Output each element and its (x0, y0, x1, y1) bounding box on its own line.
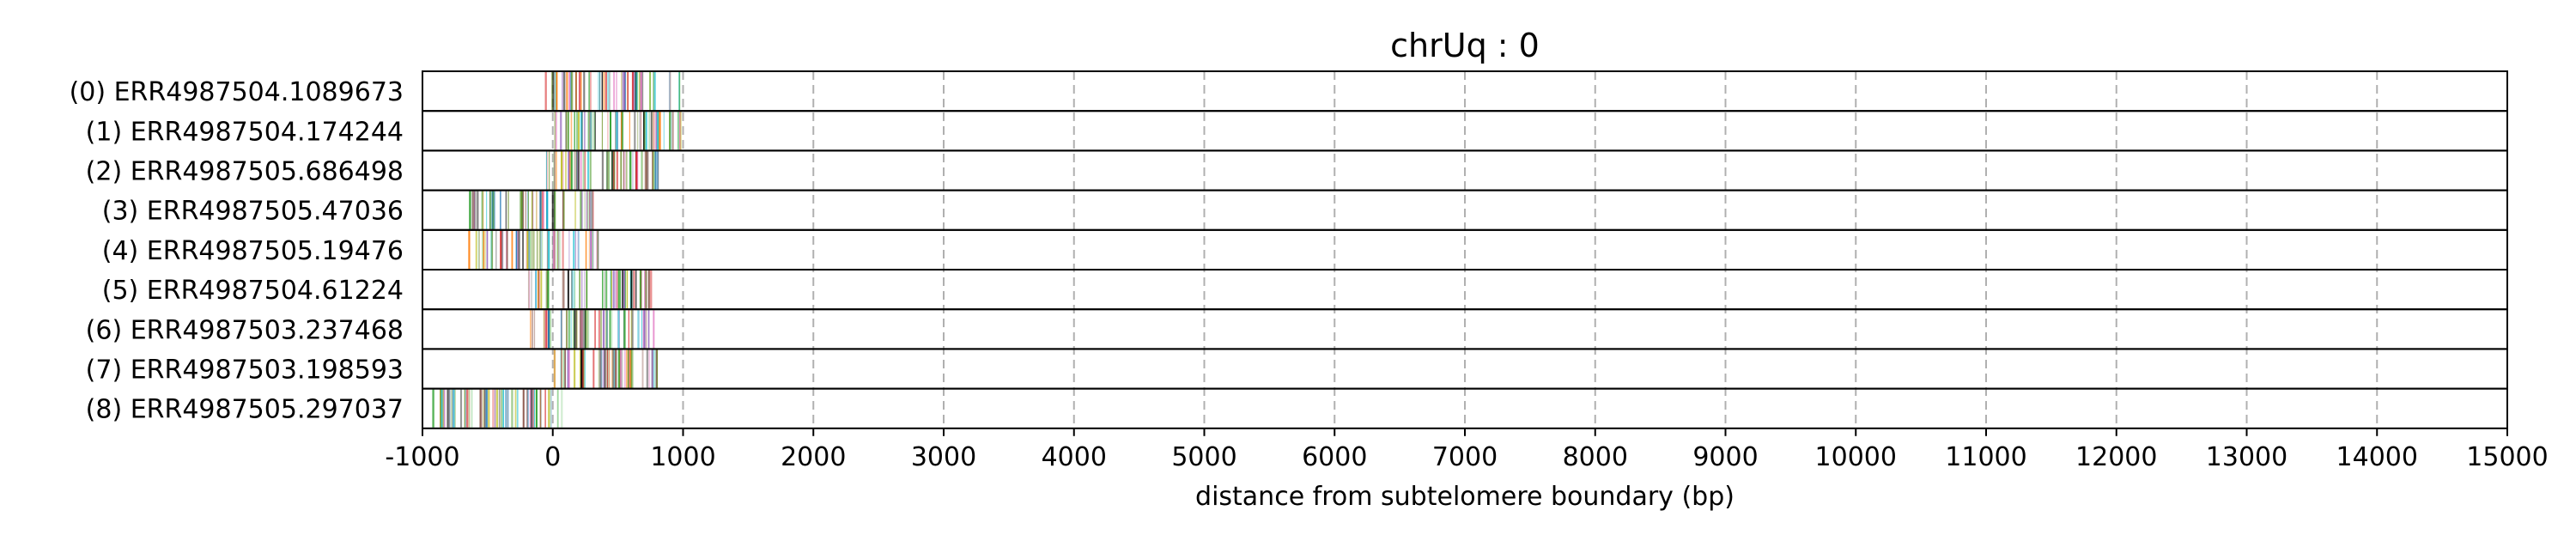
row-label: (2) ERR4987505.686498 (86, 157, 404, 187)
row-frame (422, 308, 2508, 350)
x-tick-label: 8000 (1563, 442, 1628, 472)
read-row: (4) ERR4987505.19476 (102, 228, 2508, 270)
x-tick-label: 10000 (1815, 442, 1897, 472)
x-tick-label: 4000 (1042, 442, 1107, 472)
row-frame (422, 269, 2508, 311)
x-tick-label: 7000 (1432, 442, 1498, 472)
x-tick-label: 12000 (2075, 442, 2157, 472)
row-label: (0) ERR4987504.1089673 (70, 77, 404, 107)
x-tick-label: 9000 (1692, 442, 1758, 472)
x-tick-label: 3000 (911, 442, 976, 472)
chart-title: chrUq : 0 (1390, 27, 1540, 64)
read-row: (7) ERR4987503.198593 (86, 348, 2508, 390)
read-row: (8) ERR4987505.297037 (86, 387, 2508, 429)
row-label: (1) ERR4987504.174244 (86, 117, 404, 147)
x-tick-label: 14000 (2336, 442, 2418, 472)
x-tick-label: 15000 (2466, 442, 2548, 472)
grid-lines (422, 71, 2508, 429)
row-label: (3) ERR4987505.47036 (102, 197, 404, 227)
x-tick-label: 6000 (1302, 442, 1367, 472)
row-label: (7) ERR4987503.198593 (86, 356, 404, 386)
x-tick-label: 11000 (1945, 442, 2026, 472)
read-row: (3) ERR4987505.47036 (102, 189, 2508, 231)
read-row: (2) ERR4987505.686498 (86, 149, 2508, 191)
x-axis-label: distance from subtelomere boundary (bp) (1195, 482, 1735, 512)
read-rows: (0) ERR4987504.1089673 (1) ERR4987504.174… (70, 70, 2508, 429)
x-tick-label: 13000 (2206, 442, 2287, 472)
x-tick-label: 0 (544, 442, 561, 472)
row-label: (5) ERR4987504.61224 (102, 276, 404, 306)
read-marks (432, 72, 682, 428)
read-row: (1) ERR4987504.174244 (86, 110, 2508, 152)
x-tick-label: -1000 (385, 442, 459, 472)
row-label: (4) ERR4987505.19476 (102, 236, 404, 266)
x-tick-label: 5000 (1171, 442, 1236, 472)
read-row: (6) ERR4987503.237468 (86, 308, 2508, 350)
row-label: (8) ERR4987505.297037 (86, 395, 404, 425)
row-label: (6) ERR4987503.237468 (86, 315, 404, 345)
x-tick-label: 1000 (650, 442, 715, 472)
x-axis-ticks: -1000 0 1000 2000 3000 4000 5000 6000 7000 8000 90… (385, 428, 2549, 472)
row-frame (422, 348, 2508, 390)
read-row: (0) ERR4987504.1089673 (70, 70, 2508, 112)
x-tick-label: 2000 (781, 442, 846, 472)
read-row: (5) ERR4987504.61224 (102, 269, 2508, 311)
